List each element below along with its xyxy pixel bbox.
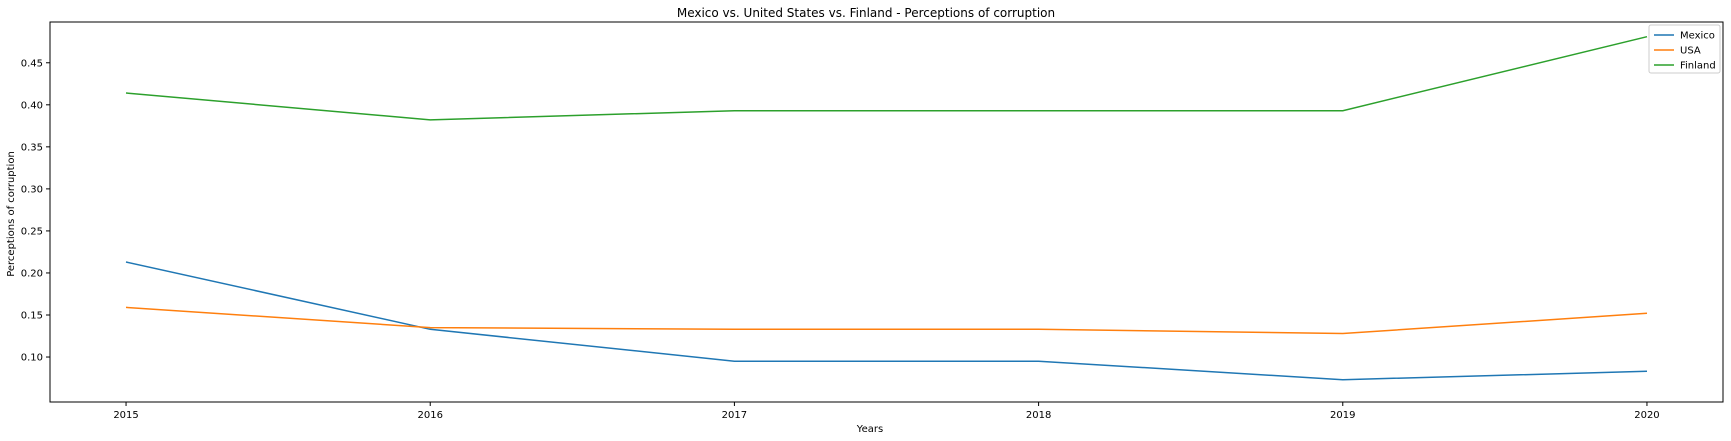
chart-title: Mexico vs. United States vs. Finland - P… bbox=[677, 6, 1055, 20]
series-line-mexico bbox=[125, 261, 1648, 381]
y-tick-label: 0.40 bbox=[21, 100, 43, 111]
y-tick-label: 0.20 bbox=[21, 268, 43, 279]
x-tick-label: 2020 bbox=[1634, 410, 1659, 421]
y-tick-label: 0.45 bbox=[21, 58, 43, 69]
legend-label: Finland bbox=[1680, 61, 1716, 72]
y-axis: 0.10 0.15 0.20 0.25 0.30 0.35 0.40 0.45 bbox=[21, 58, 50, 364]
x-tick-label: 2019 bbox=[1330, 410, 1355, 421]
y-tick-label: 0.30 bbox=[21, 184, 43, 195]
y-tick-label: 0.10 bbox=[21, 353, 43, 364]
legend-label: USA bbox=[1680, 46, 1701, 57]
series-line-finland bbox=[125, 35, 1648, 121]
y-axis-label: Perceptions of corruption bbox=[6, 151, 17, 277]
x-tick-label: 2016 bbox=[418, 410, 443, 421]
y-tick-label: 0.25 bbox=[21, 226, 43, 237]
plot-frame bbox=[49, 21, 1724, 403]
x-tick-label: 2018 bbox=[1026, 410, 1051, 421]
x-axis-label: Years bbox=[856, 424, 883, 435]
series-line-usa bbox=[125, 306, 1648, 335]
legend-box bbox=[1648, 24, 1721, 74]
y-tick-label: 0.35 bbox=[21, 142, 43, 153]
legend: Mexico USA Finland bbox=[1648, 24, 1721, 74]
x-tick-label: 2017 bbox=[722, 410, 747, 421]
x-axis: 2015 2016 2017 2018 2019 2020 bbox=[113, 402, 1660, 421]
legend-label: Mexico bbox=[1680, 31, 1715, 42]
x-tick-label: 2015 bbox=[113, 410, 138, 421]
y-tick-label: 0.15 bbox=[21, 310, 43, 321]
